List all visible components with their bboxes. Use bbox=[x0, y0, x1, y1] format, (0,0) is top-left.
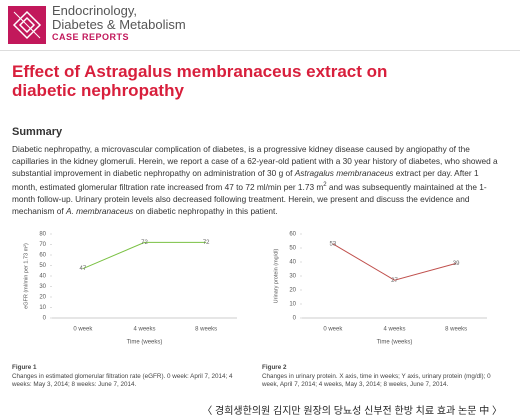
value-label: 53 bbox=[329, 241, 336, 247]
x-axis-title: Time (weeks) bbox=[377, 340, 413, 346]
summary-text: Diabetic nephropathy, a microvascular co… bbox=[12, 143, 504, 217]
y-tick-label: 40 bbox=[39, 274, 46, 280]
x-tick-label: 4 weeks bbox=[133, 327, 155, 333]
x-axis-title: Time (weeks) bbox=[127, 340, 163, 346]
y-tick-label: 60 bbox=[39, 253, 46, 259]
y-tick-label: 0 bbox=[43, 316, 47, 322]
value-label: 72 bbox=[203, 240, 210, 246]
figure-label: Figure 1 bbox=[12, 364, 37, 371]
journal-logo bbox=[8, 6, 46, 44]
value-label: 27 bbox=[391, 278, 398, 284]
text-run: Diabetic nephropathy, a microvascular co… bbox=[12, 144, 498, 178]
y-tick-label: 20 bbox=[289, 288, 296, 294]
text-run: on diabetic nephropathy in this patient. bbox=[133, 205, 278, 216]
x-tick-label: 4 weeks bbox=[383, 327, 405, 333]
article-title: Effect of Astragalus membranaceus extrac… bbox=[12, 62, 388, 100]
x-tick-label: 0 week bbox=[323, 327, 343, 333]
value-label: 39 bbox=[453, 261, 460, 267]
journal-name: Endocrinology, bbox=[52, 3, 138, 18]
chart: 0 10 20 30 40 50 60 Urinary protein (mg/dl) Time… bbox=[273, 232, 487, 346]
data-line bbox=[332, 243, 457, 281]
text-run: extract per day. After 1 month, estimate… bbox=[12, 168, 479, 192]
y-tick-label: 60 bbox=[289, 232, 296, 238]
journal-name: Diabetes & Metabolism bbox=[52, 17, 186, 32]
y-tick-label: 80 bbox=[39, 232, 46, 238]
y-tick-label: 30 bbox=[289, 274, 296, 280]
y-tick-label: 50 bbox=[39, 263, 46, 269]
summary-heading: Summary bbox=[12, 126, 63, 138]
x-tick-label: 8 weeks bbox=[445, 327, 467, 333]
divider bbox=[0, 50, 520, 51]
y-tick-label: 20 bbox=[39, 295, 46, 301]
y-axis-title: Urinary protein (mg/dl) bbox=[273, 248, 279, 303]
value-label: 72 bbox=[141, 240, 148, 246]
y-tick-label: 40 bbox=[289, 260, 296, 266]
figure-caption: Figure 1 Changes in estimated glomerular … bbox=[12, 364, 247, 390]
caption-text: Changes in estimated glomerular filtrati… bbox=[12, 372, 233, 389]
y-axis-title: eGFR (ml/min per 1.73 m²) bbox=[23, 243, 29, 309]
x-tick-label: 8 weeks bbox=[195, 327, 217, 333]
value-label: 47 bbox=[79, 266, 86, 272]
y-tick-label: 10 bbox=[39, 305, 46, 311]
text-run: Astragalus membranaceus bbox=[294, 168, 394, 178]
y-tick-label: 70 bbox=[39, 242, 46, 248]
caption-text: Changes in urinary protein. X axis, time… bbox=[262, 372, 491, 389]
data-line bbox=[82, 241, 207, 270]
figure-label: Figure 2 bbox=[262, 364, 287, 371]
section-label: CASE REPORTS bbox=[52, 32, 130, 42]
y-tick-label: 30 bbox=[39, 284, 46, 290]
y-tick-label: 10 bbox=[289, 302, 296, 308]
text-run: A. membranaceus bbox=[65, 205, 134, 216]
text-run: and was subsequently maintained at the 1… bbox=[12, 181, 487, 216]
figure-caption: Figure 2 Changes in urinary protein. X ax… bbox=[262, 364, 497, 390]
x-tick-label: 0 week bbox=[73, 327, 93, 333]
chart: 0 10 20 30 40 50 60 70 80 eGFR (ml/min per 1.73 m… bbox=[23, 232, 237, 346]
footer-note: 〈 경희생한의원 김지만 원장의 당뇨성 신부전 한방 치료 효과 논문 中 〉 bbox=[202, 406, 502, 417]
y-tick-label: 0 bbox=[293, 316, 297, 322]
y-tick-label: 50 bbox=[289, 246, 296, 252]
text-run: 2 bbox=[323, 182, 327, 188]
